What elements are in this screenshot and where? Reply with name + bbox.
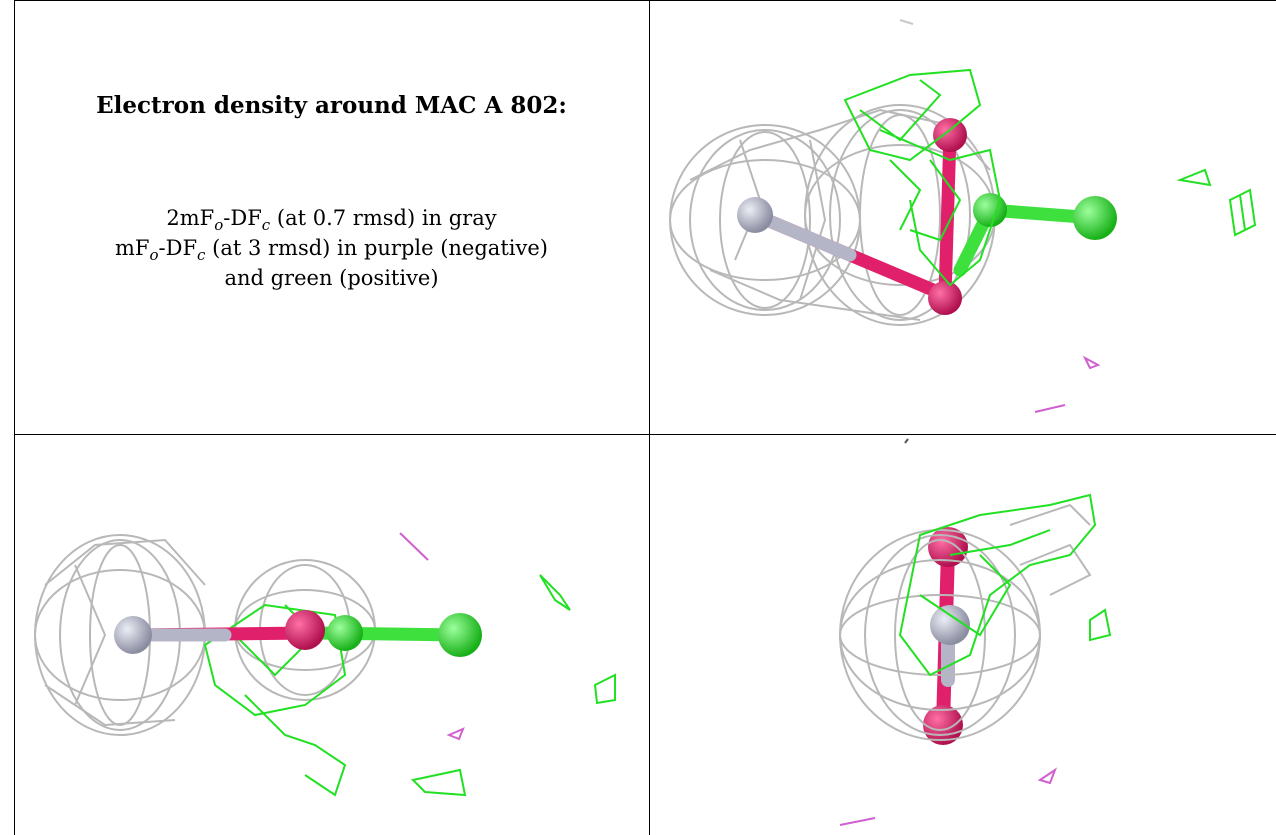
mesh-positive (203, 574, 616, 797)
caption-line-fofc: mFo-DFc (at 3 rmsd) in purple (negative) (115, 236, 548, 265)
caption-line-colors: and green (positive) (224, 266, 439, 290)
grid-line-middle (649, 0, 650, 835)
mesh-negative (839, 767, 1058, 826)
density-view-bottom-left (15, 435, 649, 835)
atom-green (973, 193, 1007, 227)
density-render-bottom-right (839, 438, 1112, 826)
density-render-bottom-left (34, 532, 616, 797)
caption-line-2fofc: 2mFo-DFc (at 0.7 rmsd) in gray (166, 206, 497, 235)
mesh-positive (843, 68, 1257, 287)
grid-line-left (14, 0, 15, 835)
atom-pink (928, 281, 962, 315)
atom-gray (737, 197, 773, 233)
caption-title: Electron density around MAC A 802: (96, 92, 567, 119)
atom-pink (933, 118, 967, 152)
atom-pink (285, 610, 325, 650)
mesh-2fofc (839, 503, 1092, 741)
atom-green (327, 615, 363, 651)
atom-gray (114, 616, 152, 654)
density-render-top-right (669, 19, 1257, 413)
mesh-2fofc (669, 104, 996, 326)
atom-gray (930, 605, 970, 645)
grid-line-center (14, 434, 1276, 435)
density-view-bottom-right (650, 435, 1276, 835)
caption-panel: Electron density around MAC A 802: 2mFo-… (14, 0, 649, 434)
grid-line-top (14, 0, 1276, 1)
mesh-negative (399, 532, 465, 741)
atom-green (1073, 196, 1117, 240)
mesh-negative (1034, 355, 1101, 413)
atom-green (438, 613, 482, 657)
density-view-top-right (650, 0, 1276, 434)
mesh-positive (898, 493, 1112, 677)
